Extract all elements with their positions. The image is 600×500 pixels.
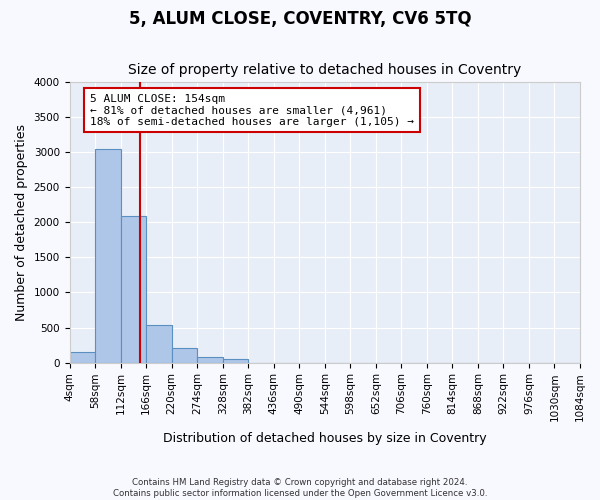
Bar: [172, 348, 197, 362]
Bar: [146, 326, 172, 362]
Y-axis label: Number of detached properties: Number of detached properties: [15, 124, 28, 321]
Text: Contains HM Land Registry data © Crown copyright and database right 2024.
Contai: Contains HM Land Registry data © Crown c…: [113, 478, 487, 498]
Bar: [70, 352, 95, 362]
Bar: [197, 357, 223, 362]
Text: 5, ALUM CLOSE, COVENTRY, CV6 5TQ: 5, ALUM CLOSE, COVENTRY, CV6 5TQ: [128, 10, 472, 28]
Text: 5 ALUM CLOSE: 154sqm
← 81% of detached houses are smaller (4,961)
18% of semi-de: 5 ALUM CLOSE: 154sqm ← 81% of detached h…: [90, 94, 414, 126]
Bar: [121, 216, 146, 362]
Bar: [223, 359, 248, 362]
X-axis label: Distribution of detached houses by size in Coventry: Distribution of detached houses by size …: [163, 432, 487, 445]
Bar: [95, 149, 121, 362]
Title: Size of property relative to detached houses in Coventry: Size of property relative to detached ho…: [128, 63, 521, 77]
